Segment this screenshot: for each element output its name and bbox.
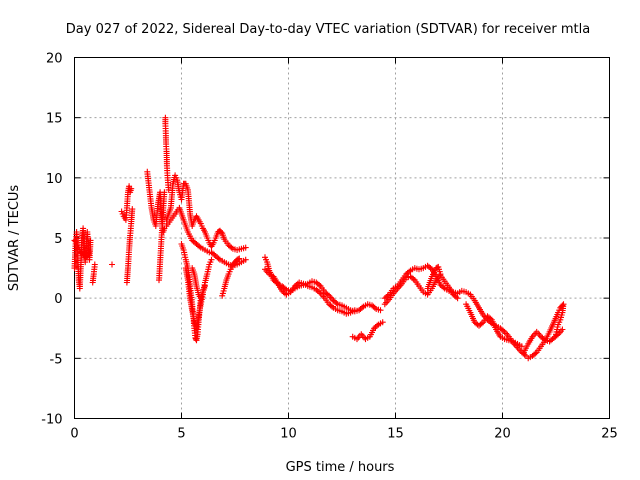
data-point (86, 248, 93, 255)
data-point (208, 256, 215, 263)
data-point (109, 261, 115, 268)
x-tick-label: 15 (387, 427, 404, 442)
data-point (374, 322, 380, 329)
data-point (128, 185, 135, 192)
data-point (518, 343, 525, 350)
data-point (316, 281, 323, 288)
data-point (359, 304, 365, 311)
data-points (71, 114, 567, 362)
data-point (72, 238, 79, 245)
data-point (242, 256, 249, 263)
data-point (129, 206, 136, 213)
data-point (437, 271, 444, 278)
axis-ticks: 0 5 10 15 20 25 20 15 10 5 0 -5 -10 (41, 52, 618, 442)
y-tick-label: -10 (41, 413, 62, 428)
y-tick-label: -5 (50, 352, 63, 367)
x-tick-label: 0 (70, 427, 78, 442)
data-point (235, 256, 242, 263)
x-tick-label: 5 (177, 427, 185, 442)
data-point (161, 189, 168, 196)
data-point (371, 304, 378, 311)
y-tick-label: 0 (54, 292, 62, 307)
data-point (218, 229, 225, 235)
data-point (379, 319, 386, 326)
x-tick-label: 10 (280, 427, 297, 442)
chart-title: Day 027 of 2022, Sidereal Day-to-day VTE… (66, 22, 590, 37)
data-point (500, 327, 507, 334)
data-point (87, 237, 94, 244)
y-tick-label: 15 (46, 112, 63, 127)
x-axis-label: GPS time / hours (286, 460, 395, 475)
data-point (454, 295, 461, 302)
data-point (560, 301, 567, 308)
data-point (478, 320, 485, 327)
data-point (559, 326, 566, 333)
data-point (532, 350, 539, 357)
y-axis-label: SDTVAR / TECUs (7, 185, 22, 292)
data-point (192, 336, 199, 343)
data-point (440, 284, 447, 291)
data-point (316, 289, 323, 296)
x-tick-label: 20 (494, 427, 511, 442)
data-point (377, 307, 384, 314)
data-point (83, 253, 90, 260)
data-point (487, 315, 494, 322)
data-point (329, 303, 335, 310)
data-point (333, 300, 340, 306)
data-point (242, 244, 249, 251)
data-point (215, 255, 222, 262)
data-point (406, 268, 413, 275)
x-tick-label: 25 (601, 427, 618, 442)
y-tick-label: 5 (54, 232, 62, 247)
grid-lines (74, 57, 610, 419)
data-point (236, 255, 243, 262)
y-tick-label: 10 (46, 172, 63, 187)
y-tick-label: 20 (46, 52, 63, 67)
data-point (294, 280, 301, 287)
data-point (91, 261, 98, 268)
data-point (559, 302, 566, 309)
